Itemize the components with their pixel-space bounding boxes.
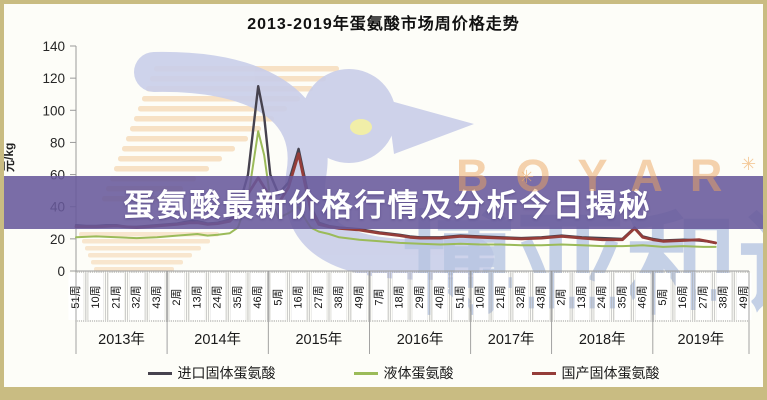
svg-text:35周: 35周 bbox=[615, 285, 628, 308]
svg-text:16周: 16周 bbox=[676, 285, 689, 308]
overlay-banner-text: 蛋氨酸最新价格行情及分析今日揭秘 bbox=[123, 188, 652, 223]
dove-head bbox=[302, 69, 396, 163]
legend-swatch-imported-solid bbox=[147, 371, 172, 375]
svg-text:5周: 5周 bbox=[271, 288, 284, 305]
svg-text:0: 0 bbox=[57, 264, 65, 279]
svg-text:2015年: 2015年 bbox=[295, 331, 342, 348]
y-axis-label: 元/kg bbox=[2, 142, 16, 172]
overlay-banner: 蛋氨酸最新价格行情及分析今日揭秘 bbox=[4, 176, 763, 229]
svg-text:29周: 29周 bbox=[413, 285, 426, 308]
watermark-boyar-text: BOYAR bbox=[456, 150, 750, 201]
svg-text:2周: 2周 bbox=[555, 288, 568, 305]
svg-text:46周: 46周 bbox=[636, 285, 649, 308]
svg-text:2013年: 2013年 bbox=[98, 331, 145, 348]
svg-text:2016年: 2016年 bbox=[397, 331, 444, 348]
legend-item-liquid: 液体蛋氨酸 bbox=[353, 363, 454, 383]
svg-text:100: 100 bbox=[42, 103, 65, 118]
legend-label: 进口固体蛋氨酸 bbox=[177, 365, 276, 381]
legend-label: 液体蛋氨酸 bbox=[383, 365, 454, 381]
y-axis-tick-labels: 020406080100120140 bbox=[42, 39, 65, 279]
legend-label: 国产固体蛋氨酸 bbox=[561, 365, 660, 381]
svg-text:51周: 51周 bbox=[453, 285, 466, 308]
legend-swatch-liquid bbox=[353, 371, 378, 375]
svg-text:49周: 49周 bbox=[352, 285, 365, 308]
svg-text:10周: 10周 bbox=[474, 285, 487, 308]
svg-text:120: 120 bbox=[42, 71, 65, 86]
svg-text:38周: 38周 bbox=[717, 285, 730, 308]
svg-text:7周: 7周 bbox=[373, 288, 386, 305]
svg-text:49周: 49周 bbox=[737, 285, 750, 308]
sunburst-icon: ✳ bbox=[741, 154, 757, 174]
svg-text:5周: 5周 bbox=[656, 288, 669, 305]
svg-text:20: 20 bbox=[50, 232, 65, 247]
sunburst-icon: ✳ bbox=[519, 167, 535, 187]
svg-text:51周: 51周 bbox=[69, 285, 82, 308]
svg-text:32周: 32周 bbox=[130, 285, 143, 308]
legend-item-imported-solid: 进口固体蛋氨酸 bbox=[147, 363, 276, 383]
dove-eye bbox=[350, 119, 372, 135]
svg-text:46周: 46周 bbox=[251, 285, 264, 308]
svg-text:13周: 13周 bbox=[190, 285, 203, 308]
svg-text:10周: 10周 bbox=[89, 285, 102, 308]
svg-text:24周: 24周 bbox=[595, 285, 608, 308]
svg-text:2019年: 2019年 bbox=[678, 331, 725, 348]
legend: 进口固体蛋氨酸 液体蛋氨酸 国产固体蛋氨酸 bbox=[44, 363, 763, 383]
svg-text:27周: 27周 bbox=[312, 285, 325, 308]
svg-text:2周: 2周 bbox=[170, 288, 183, 305]
series-line-1 bbox=[75, 130, 717, 248]
svg-text:16周: 16周 bbox=[292, 285, 305, 308]
svg-text:80: 80 bbox=[50, 135, 65, 150]
svg-text:2014年: 2014年 bbox=[194, 331, 241, 348]
legend-swatch-domestic-solid bbox=[531, 371, 556, 375]
svg-text:40周: 40周 bbox=[433, 285, 446, 308]
svg-text:38周: 38周 bbox=[332, 285, 345, 308]
svg-text:2018年: 2018年 bbox=[579, 331, 626, 348]
svg-text:32周: 32周 bbox=[514, 285, 527, 308]
dove-beak bbox=[387, 100, 474, 154]
svg-text:2017年: 2017年 bbox=[488, 331, 535, 348]
x-axis-year-labels: 2013年 2014年 2015年 2016年 2017年 2018年 2019年 bbox=[98, 331, 724, 348]
svg-text:35周: 35周 bbox=[231, 285, 244, 308]
svg-text:27周: 27周 bbox=[696, 285, 709, 308]
svg-text:43周: 43周 bbox=[150, 285, 163, 308]
legend-item-domestic-solid: 国产固体蛋氨酸 bbox=[531, 363, 660, 383]
svg-text:24周: 24周 bbox=[211, 285, 224, 308]
svg-text:13周: 13周 bbox=[575, 285, 588, 308]
x-axis-week-labels: 51周 10周 21周 32周 43周 2周 13周 24周 35周 46周 5周 16周 27周 38周… bbox=[68, 273, 752, 320]
svg-text:18周: 18周 bbox=[393, 285, 406, 308]
chart-title: 2013-2019年蛋氨酸市场周价格走势 bbox=[247, 16, 520, 33]
svg-text:21周: 21周 bbox=[494, 285, 507, 308]
x-axis-year-separators bbox=[75, 271, 750, 354]
svg-text:43周: 43周 bbox=[534, 285, 547, 308]
svg-text:21周: 21周 bbox=[109, 285, 122, 308]
svg-text:140: 140 bbox=[42, 39, 65, 54]
